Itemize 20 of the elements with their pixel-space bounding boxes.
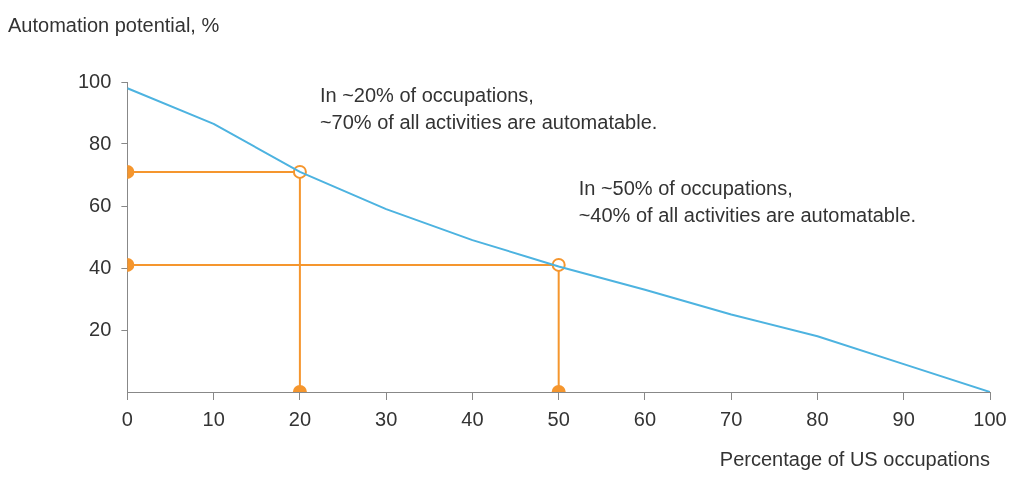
y-tick-label: 60 [89, 193, 112, 216]
y-tick-label: 100 [77, 69, 112, 92]
x-axis-title: Percentage of US occupations [719, 448, 990, 471]
y-axis-title: Automation potential, % [8, 14, 220, 37]
x-tick-label: 10 [202, 407, 225, 430]
x-tick-label: 90 [892, 407, 915, 430]
y-tick-label: 20 [89, 317, 112, 340]
annotation: In ~20% of occupations, ~70% of all activities are automatable. [319, 84, 658, 134]
annotation: In ~50% of occupations, ~40% of all activities are automatable. [578, 177, 917, 227]
x-tick-label: 40 [461, 407, 484, 430]
x-tick-label: 0 [121, 407, 133, 430]
x-tick-label: 50 [547, 407, 570, 430]
y-tick-label: 40 [89, 255, 112, 278]
x-tick-label: 70 [720, 407, 743, 430]
x-tick-label: 80 [806, 407, 829, 430]
y-tick-label: 80 [89, 131, 112, 154]
x-tick-label: 60 [633, 407, 657, 430]
x-tick-label: 100 [973, 407, 1007, 430]
x-tick-label: 30 [375, 407, 398, 430]
x-tick-label: 20 [288, 407, 312, 430]
